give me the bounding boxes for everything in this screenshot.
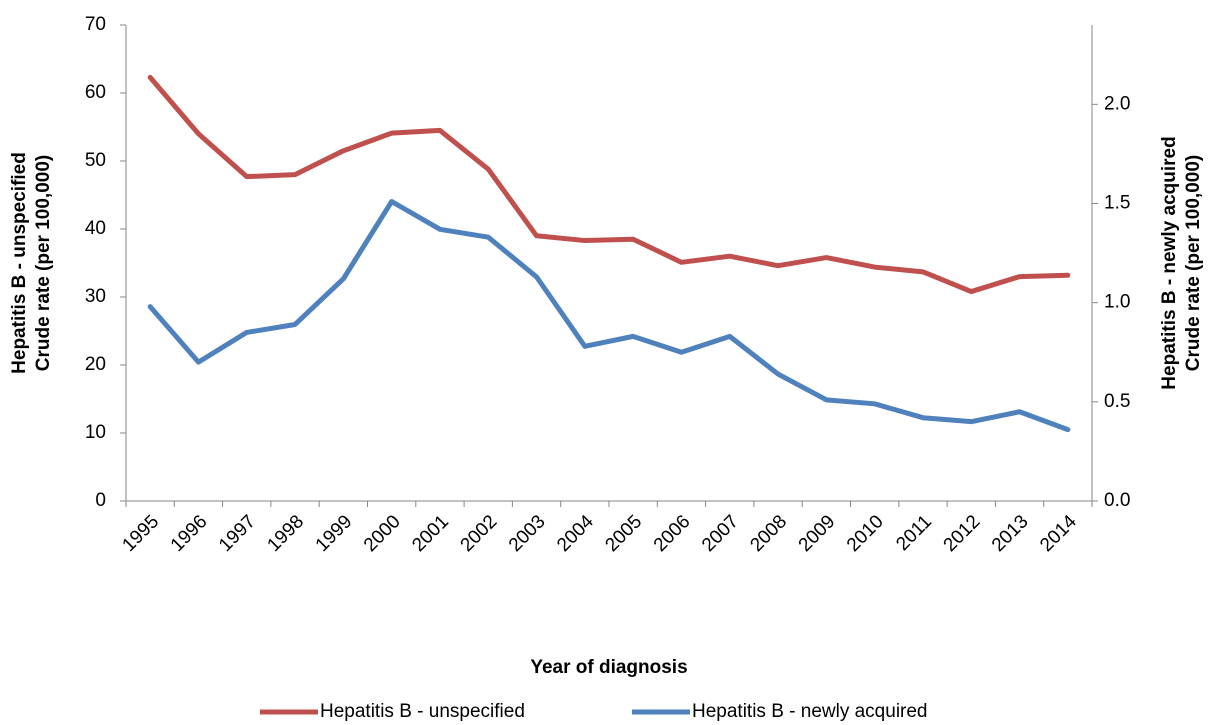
y-axis-title-line: Crude rate (per 100,000) [33,155,54,372]
x-tick-label: 1996 [167,511,212,556]
y2-tick-label: 1.0 [1104,292,1130,313]
x-axis-title: Year of diagnosis [530,657,687,678]
legend-label: Hepatitis B - newly acquired [692,701,928,722]
x-tick-label: 2007 [698,511,743,556]
y2-tick-label: 1.5 [1104,193,1130,214]
y2-axis-title-line: Crude rate (per 100,000) [1183,155,1204,372]
y-axis-title: Hepatitis B - unspecified Crude rate (per… [9,152,54,374]
x-tick-label: 2012 [940,511,985,556]
y-tick-label: 70 [85,14,106,35]
y2-axis-title-line: Hepatitis B - newly acquired [1159,136,1180,389]
x-tick-label: 2005 [601,511,646,556]
y-tick-label: 40 [85,218,106,239]
x-tick-label: 2001 [408,511,453,556]
legend-label: Hepatitis B - unspecified [320,701,525,722]
y-tick-label: 10 [85,422,106,443]
x-tick-label: 2006 [650,511,695,556]
y2-tick-label: 2.0 [1104,93,1130,114]
y2-tick-label: 0.5 [1104,391,1130,412]
series-line [147,199,1071,433]
x-tick-label: 1995 [118,511,163,556]
x-tick-label: 2014 [1036,511,1081,556]
x-tick-label: 1999 [312,511,357,556]
x-tick-label: 2010 [843,511,888,556]
y-axis-title-line: Hepatitis B - unspecified [9,152,30,374]
x-tick-label: 2003 [505,511,550,556]
x-tick-label: 2009 [795,511,840,556]
x-tick-label: 2000 [360,511,405,556]
y-tick-label: 60 [85,82,106,103]
x-tick-label: 1997 [215,511,260,556]
y2-tick-label: 0.0 [1104,490,1130,511]
series-line [147,74,1071,295]
x-tick-label: 2008 [746,511,791,556]
x-tick-label: 2011 [892,511,936,555]
x-tick-label: 2013 [988,511,1033,556]
y-tick-label: 30 [85,286,106,307]
x-tick-label: 2002 [457,511,502,556]
y2-axis-title: Hepatitis B - newly acquired Crude rate (… [1159,136,1204,389]
y-tick-label: 20 [85,354,106,375]
x-tick-label: 2004 [553,511,598,556]
y-tick-label: 0 [95,490,106,511]
y-tick-label: 50 [85,150,106,171]
x-tick-label: 1998 [263,511,308,556]
